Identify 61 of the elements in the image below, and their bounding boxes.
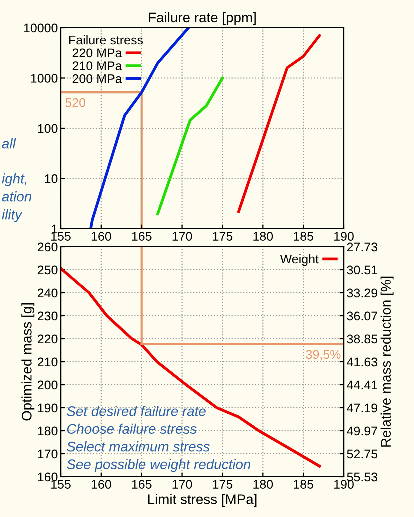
x-tick-label: 185 (294, 232, 314, 241)
y-axis-title: Optimized mass [g] (22, 304, 35, 421)
y-tick-label: 260 (38, 242, 58, 252)
y-tick-label: 230 (38, 312, 58, 321)
x-tick-label: 155 (52, 480, 71, 489)
legend-label: 220 MPa (72, 48, 122, 58)
x-axis-title: Limit stress [MPa] (148, 494, 257, 508)
x-tick-label: 165 (132, 480, 152, 489)
y-tick-label: 10000 (24, 24, 58, 33)
y2-tick-label: 55.53 (347, 472, 378, 482)
legend-label: Weight (280, 254, 319, 266)
y-tick-label: 180 (38, 426, 58, 436)
y-tick-label: 220 (38, 334, 58, 344)
y2-tick-label: 27.73 (347, 242, 378, 252)
x-tick-label: 190 (334, 232, 354, 241)
x-tick-label: 160 (92, 232, 112, 241)
x-tick-label: 185 (294, 480, 314, 489)
y-tick-label: 210 (38, 358, 58, 367)
x-tick-label: 180 (254, 232, 274, 241)
y2-tick-label: 38.85 (347, 334, 378, 344)
text: ight, (2, 174, 27, 186)
annotation: See possible weight reduction (67, 459, 251, 472)
legend-label: 200 MPa (72, 74, 122, 84)
y2-tick-label: 33.29 (347, 288, 378, 298)
x-tick-label: 165 (132, 232, 152, 241)
x-tick-label: 175 (213, 480, 233, 489)
y-tick-label: 240 (38, 288, 58, 298)
ref-line-label: 520 (66, 98, 86, 108)
y-tick-label: 10 (45, 174, 58, 184)
annotation: Choose failure stress (67, 424, 197, 434)
y-tick-label: 100 (38, 124, 58, 134)
x-tick-label: 180 (254, 480, 274, 489)
y2-tick-label: 52.75 (347, 450, 378, 459)
x-tick-label: 175 (213, 232, 233, 241)
text: all (2, 138, 16, 149)
y2-tick-label: 47.19 (347, 404, 378, 413)
legend-label: 210 MPa (72, 62, 122, 70)
annotation: Set desired failure rate (67, 406, 206, 416)
y2-tick-label: 44.41 (347, 380, 378, 390)
x-tick-label: 155 (52, 232, 71, 241)
y-tick-label: 200 (38, 380, 58, 390)
y2-tick-label: 49.97 (347, 426, 378, 436)
text: ation (2, 192, 32, 202)
y2-tick-label: 30.51 (347, 266, 378, 275)
y2-tick-label: 36.07 (347, 312, 378, 321)
annotation: Select maximum stress (67, 442, 210, 452)
x-tick-label: 170 (172, 480, 192, 489)
x-tick-label: 170 (172, 232, 192, 241)
y-tick-label: 190 (38, 404, 58, 413)
y-tick-label: 160 (38, 472, 58, 482)
text: ility (2, 210, 23, 222)
legend-title: Failure stress (70, 36, 144, 45)
x-tick-label: 190 (334, 480, 354, 489)
chart-title: Failure rate [ppm] (149, 12, 256, 26)
y-tick-label: 250 (38, 266, 58, 275)
y2-tick-label: 41.63 (347, 358, 378, 367)
x-tick-label: 160 (92, 480, 112, 489)
y2-axis-title: Relative mass reduction [%] (380, 276, 394, 447)
ref-line-label: 39,5% (306, 350, 341, 361)
y-tick-label: 1000 (31, 74, 58, 83)
y-tick-label: 170 (38, 450, 58, 459)
